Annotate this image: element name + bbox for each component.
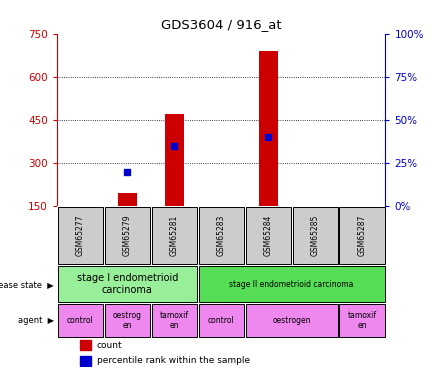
Bar: [246, 304, 338, 337]
Bar: [165, 114, 184, 206]
Title: GDS3604 / 916_at: GDS3604 / 916_at: [161, 18, 282, 31]
Text: tamoxif
en: tamoxif en: [347, 311, 377, 330]
Bar: [58, 266, 197, 302]
Text: stage II endometrioid carcinoma: stage II endometrioid carcinoma: [230, 279, 354, 289]
Text: GSM65284: GSM65284: [264, 215, 272, 256]
Bar: [105, 207, 150, 264]
Bar: [259, 51, 278, 206]
Bar: [81, 340, 91, 350]
Text: control: control: [208, 316, 235, 325]
Text: GSM65281: GSM65281: [170, 215, 179, 256]
Bar: [58, 304, 103, 337]
Bar: [118, 193, 137, 206]
Text: count: count: [97, 341, 123, 350]
Bar: [199, 304, 244, 337]
Text: GSM65285: GSM65285: [311, 215, 320, 256]
Bar: [58, 207, 103, 264]
Bar: [293, 207, 338, 264]
Bar: [81, 356, 91, 366]
Bar: [152, 207, 197, 264]
Bar: [339, 207, 385, 264]
Text: GSM65283: GSM65283: [217, 215, 226, 256]
Bar: [246, 207, 291, 264]
Text: oestrogen: oestrogen: [272, 316, 311, 325]
Text: GSM65287: GSM65287: [357, 215, 367, 256]
Text: control: control: [67, 316, 94, 325]
Text: disease state  ▶: disease state ▶: [0, 279, 53, 289]
Text: tamoxif
en: tamoxif en: [160, 311, 189, 330]
Text: GSM65279: GSM65279: [123, 215, 132, 256]
Bar: [339, 304, 385, 337]
Bar: [199, 266, 385, 302]
Bar: [199, 207, 244, 264]
Text: stage I endometrioid
carcinoma: stage I endometrioid carcinoma: [77, 273, 178, 295]
Text: GSM65277: GSM65277: [76, 215, 85, 256]
Bar: [105, 304, 150, 337]
Text: agent  ▶: agent ▶: [18, 316, 53, 325]
Text: oestrog
en: oestrog en: [113, 311, 142, 330]
Text: percentile rank within the sample: percentile rank within the sample: [97, 357, 250, 366]
Bar: [152, 304, 197, 337]
